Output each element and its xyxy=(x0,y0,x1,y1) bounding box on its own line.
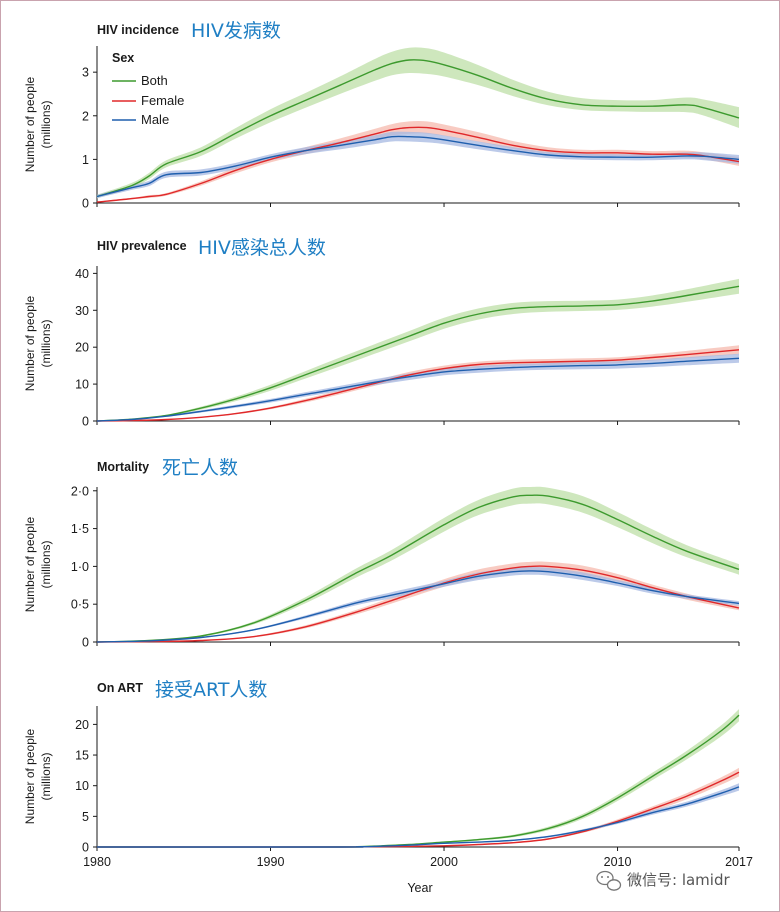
band-both xyxy=(97,486,739,642)
y-tick-label: 0 xyxy=(82,636,89,650)
panel-incidence-title: HIV incidence xyxy=(97,23,179,37)
y-tick-label: 1·0 xyxy=(71,560,89,574)
line-male xyxy=(96,135,740,198)
watermark-text: 微信号: lamidr xyxy=(627,871,730,889)
y-tick-label: 30 xyxy=(75,304,89,318)
y-tick-label: 1 xyxy=(82,153,89,167)
line-female xyxy=(96,126,740,203)
panel-mortality-title: Mortality xyxy=(97,460,149,474)
legend: Sex Both Female Male xyxy=(112,51,184,127)
x-tick-label: 1980 xyxy=(83,855,111,869)
y-tick-label: 0·5 xyxy=(71,598,89,612)
x-tick-label: 2010 xyxy=(604,855,632,869)
x-axis-title: Year xyxy=(407,881,432,895)
line-both xyxy=(96,285,740,422)
y-tick-label: 20 xyxy=(75,718,89,732)
y-tick-label: 2 xyxy=(82,109,89,123)
x-tick-label: 1990 xyxy=(257,855,285,869)
watermark: 微信号: lamidr xyxy=(596,870,730,891)
y-tick-label: 0 xyxy=(82,415,89,429)
line-male xyxy=(96,357,740,422)
y-axis-title-units: (millions) xyxy=(39,319,53,367)
y-tick-label: 10 xyxy=(75,779,89,793)
line-male xyxy=(96,570,740,643)
y-axis-title: Number of people xyxy=(23,295,37,391)
band-male xyxy=(97,567,739,642)
y-tick-label: 0 xyxy=(82,841,89,855)
panel-incidence: 0 1 2 3 Number of people (millions) xyxy=(23,46,740,211)
x-tick-label: 2017 xyxy=(725,855,753,869)
y-tick-label: 1·5 xyxy=(71,522,89,536)
band-both xyxy=(97,709,739,848)
panel-mortality-title-cn: 死亡人数 xyxy=(162,457,238,479)
band-both xyxy=(97,278,739,421)
panel-incidence-title-cn: HIV发病数 xyxy=(191,20,281,42)
y-axis-title-units: (millions) xyxy=(39,540,53,588)
panel-prevalence-title-cn: HIV感染总人数 xyxy=(198,237,326,259)
y-axis-title-units: (millions) xyxy=(39,752,53,800)
x-tick-label: 2000 xyxy=(430,855,458,869)
y-axis-title: Number of people xyxy=(23,76,37,172)
y-axis-title-units: (millions) xyxy=(39,100,53,148)
legend-label-male: Male xyxy=(141,112,169,127)
line-both xyxy=(96,494,740,643)
legend-label-both: Both xyxy=(141,73,168,88)
line-male xyxy=(97,786,740,848)
y-tick-label: 10 xyxy=(75,378,89,392)
y-tick-label: 0 xyxy=(82,197,89,211)
line-female xyxy=(96,349,740,422)
wechat-icon xyxy=(596,870,622,891)
y-tick-label: 20 xyxy=(75,341,89,355)
y-tick-label: 15 xyxy=(75,749,89,763)
y-tick-label: 5 xyxy=(82,810,89,824)
y-axis-title: Number of people xyxy=(23,728,37,824)
panel-prevalence-title: HIV prevalence xyxy=(97,239,187,253)
legend-label-female: Female xyxy=(141,93,184,108)
panel-art-title: On ART xyxy=(97,681,143,695)
band-male xyxy=(97,353,739,421)
band-female xyxy=(97,561,739,642)
line-female xyxy=(96,565,740,643)
line-both xyxy=(96,59,740,198)
y-axis-title: Number of people xyxy=(23,516,37,612)
legend-title: Sex xyxy=(112,51,134,65)
panel-art-title-cn: 接受ART人数 xyxy=(155,679,267,701)
panel-art: 0 5 10 15 20 1980 1990 2000 2010 2017 Number of pe… xyxy=(23,706,753,869)
band-female xyxy=(97,121,739,203)
panel-prevalence: 0 10 20 30 40 Number of people (millions) xyxy=(23,266,740,429)
band-male xyxy=(97,131,739,199)
y-tick-label: 3 xyxy=(82,66,89,80)
panel-mortality: 0 0·5 1·0 1·5 2·0 Number of people (millions) xyxy=(23,484,740,650)
y-tick-label: 40 xyxy=(75,267,89,281)
y-tick-label: 2·0 xyxy=(71,484,89,498)
